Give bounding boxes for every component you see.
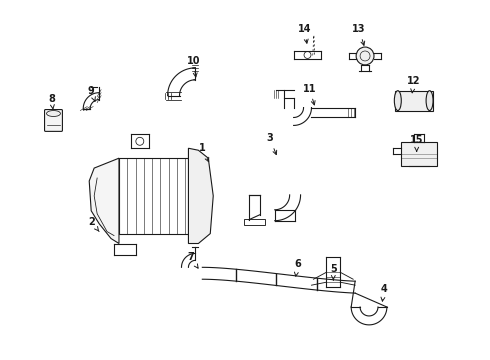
Text: 10: 10 — [187, 56, 200, 77]
Text: 1: 1 — [199, 143, 209, 162]
Ellipse shape — [47, 111, 60, 117]
Text: 8: 8 — [48, 94, 55, 109]
Text: 9: 9 — [88, 86, 96, 101]
Text: 6: 6 — [294, 259, 301, 276]
FancyBboxPatch shape — [45, 109, 62, 131]
Ellipse shape — [394, 91, 401, 111]
Polygon shape — [189, 148, 213, 243]
Circle shape — [356, 47, 374, 65]
Text: 7: 7 — [187, 252, 198, 268]
Polygon shape — [89, 158, 119, 243]
Bar — [395, 91, 433, 111]
Text: 5: 5 — [330, 264, 337, 280]
Text: 11: 11 — [303, 84, 316, 105]
Text: 15: 15 — [410, 135, 423, 151]
Text: 14: 14 — [298, 24, 311, 43]
Text: 2: 2 — [88, 217, 99, 231]
Bar — [244, 219, 265, 225]
Text: 12: 12 — [407, 76, 420, 93]
Bar — [401, 142, 437, 166]
Ellipse shape — [426, 91, 433, 111]
Text: 4: 4 — [381, 284, 387, 301]
Text: 3: 3 — [267, 133, 277, 154]
Text: 13: 13 — [352, 24, 366, 45]
Bar — [119, 158, 194, 234]
